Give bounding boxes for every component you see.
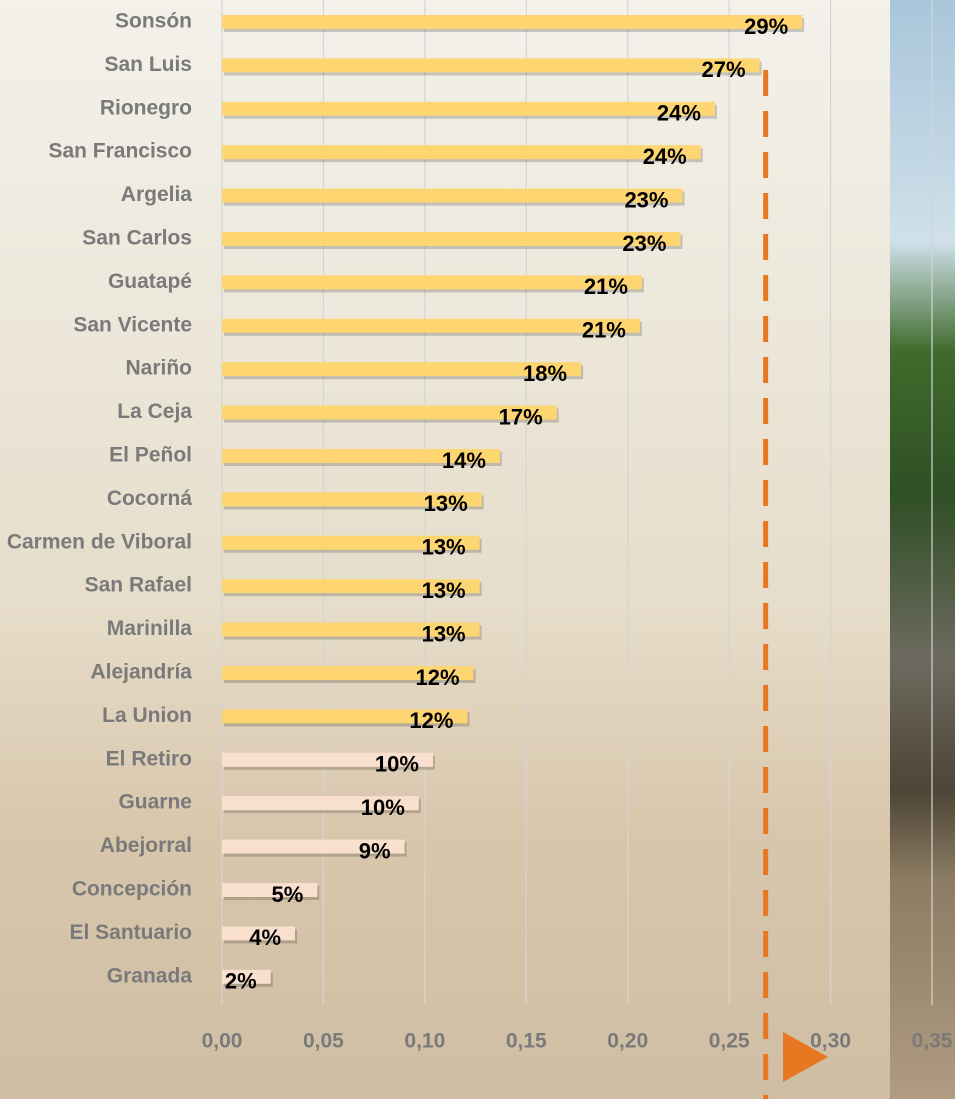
value-label: 29% bbox=[744, 14, 788, 39]
y-tick-label: San Carlos bbox=[82, 227, 192, 250]
bar bbox=[222, 102, 715, 116]
bar bbox=[222, 319, 640, 333]
value-label: 12% bbox=[409, 708, 453, 733]
bar bbox=[222, 232, 680, 246]
value-label: 17% bbox=[499, 404, 543, 429]
bar bbox=[222, 189, 682, 203]
x-tick-label: 0,10 bbox=[404, 1030, 445, 1053]
bar bbox=[222, 15, 802, 29]
y-tick-label: San Vicente bbox=[73, 313, 192, 336]
value-label: 23% bbox=[624, 187, 668, 212]
value-label: 10% bbox=[361, 795, 405, 820]
value-label: 14% bbox=[442, 448, 486, 473]
y-tick-label: San Luis bbox=[104, 53, 192, 76]
value-label: 21% bbox=[584, 274, 628, 299]
y-tick-label: Guatapé bbox=[108, 270, 192, 293]
value-label: 13% bbox=[422, 535, 466, 560]
y-tick-label: La Ceja bbox=[117, 400, 192, 423]
value-label: 18% bbox=[523, 361, 567, 386]
x-tick-label: 0,35 bbox=[912, 1030, 953, 1053]
value-label: 24% bbox=[643, 144, 687, 169]
x-tick-label: 0,30 bbox=[810, 1030, 851, 1053]
y-tick-label: El Retiro bbox=[106, 747, 192, 770]
value-label: 13% bbox=[424, 491, 468, 516]
y-tick-label: Sonsón bbox=[115, 10, 192, 33]
y-tick-label: Cocorná bbox=[107, 487, 193, 510]
y-tick-label: San Rafael bbox=[85, 574, 192, 597]
value-label: 9% bbox=[359, 838, 391, 863]
y-tick-label: El Peñol bbox=[109, 444, 192, 467]
x-tick-label: 0,20 bbox=[607, 1030, 648, 1053]
value-label: 5% bbox=[272, 882, 304, 907]
value-label: 4% bbox=[249, 925, 281, 950]
y-tick-label: Granada bbox=[107, 964, 193, 987]
value-label: 12% bbox=[415, 665, 459, 690]
x-tick-label: 0,15 bbox=[506, 1030, 547, 1053]
y-tick-label: Argelia bbox=[121, 183, 193, 206]
y-tick-label: El Santuario bbox=[69, 921, 192, 944]
value-label: 24% bbox=[657, 101, 701, 126]
y-tick-label: Rionegro bbox=[100, 96, 192, 119]
value-label: 23% bbox=[622, 231, 666, 256]
value-label: 13% bbox=[422, 578, 466, 603]
y-tick-label: Alejandría bbox=[90, 661, 192, 684]
value-label: 2% bbox=[225, 969, 257, 994]
x-tick-label: 0,25 bbox=[709, 1030, 750, 1053]
x-tick-label: 0,05 bbox=[303, 1030, 344, 1053]
value-label: 13% bbox=[422, 621, 466, 646]
y-tick-label: San Francisco bbox=[48, 140, 192, 163]
bar bbox=[222, 275, 642, 289]
x-tick-label: 0,00 bbox=[202, 1030, 243, 1053]
chart: 0,00 0,05 0,10 0,15 0,20 0,25 0,30 0,35 Sonsón 29… bbox=[0, 0, 955, 1099]
bar bbox=[222, 145, 701, 159]
y-tick-label: Abejorral bbox=[100, 834, 192, 857]
y-tick-label: Carmen de Viboral bbox=[7, 530, 192, 553]
value-label: 27% bbox=[702, 57, 746, 82]
y-tick-label: Nariño bbox=[125, 357, 192, 380]
y-tick-label: Guarne bbox=[118, 791, 192, 814]
y-tick-label: Concepción bbox=[72, 878, 192, 901]
chart-background: 0,00 0,05 0,10 0,15 0,20 0,25 0,30 0,35 Sonsón 29… bbox=[0, 0, 955, 1099]
y-tick-label: La Union bbox=[102, 704, 192, 727]
bar bbox=[222, 58, 760, 72]
y-tick-label: Marinilla bbox=[107, 617, 193, 640]
value-label: 21% bbox=[582, 318, 626, 343]
value-label: 10% bbox=[375, 752, 419, 777]
